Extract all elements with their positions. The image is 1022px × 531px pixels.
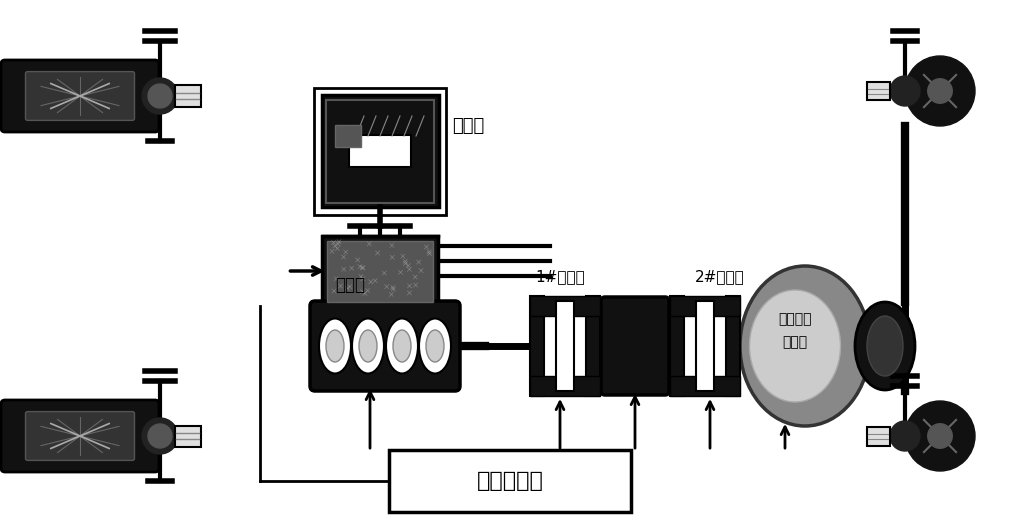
FancyBboxPatch shape [326, 99, 434, 202]
FancyBboxPatch shape [1, 400, 159, 472]
FancyBboxPatch shape [334, 125, 361, 147]
Ellipse shape [386, 319, 418, 373]
Ellipse shape [352, 319, 384, 373]
Ellipse shape [867, 316, 903, 376]
Ellipse shape [326, 330, 344, 362]
Circle shape [890, 421, 920, 451]
Text: 1#离合器: 1#离合器 [536, 269, 585, 284]
Ellipse shape [749, 290, 840, 402]
Circle shape [890, 76, 920, 106]
Circle shape [928, 424, 953, 448]
Text: 2#离合器: 2#离合器 [695, 269, 745, 284]
Circle shape [928, 79, 953, 103]
Text: 电池组: 电池组 [453, 117, 484, 135]
FancyBboxPatch shape [322, 95, 438, 207]
FancyBboxPatch shape [26, 72, 135, 121]
Bar [586, 296, 600, 396]
FancyBboxPatch shape [867, 81, 889, 100]
FancyBboxPatch shape [26, 412, 135, 460]
Bar [670, 296, 740, 316]
FancyBboxPatch shape [867, 426, 889, 446]
FancyBboxPatch shape [175, 85, 200, 107]
Circle shape [142, 78, 178, 114]
Ellipse shape [319, 319, 351, 373]
Ellipse shape [740, 266, 870, 426]
Bar [670, 296, 684, 396]
Bar [556, 301, 573, 391]
Ellipse shape [855, 302, 915, 390]
Bar [726, 296, 740, 396]
FancyBboxPatch shape [327, 241, 433, 302]
Bar [530, 296, 600, 316]
Bar [530, 296, 544, 396]
Ellipse shape [393, 330, 411, 362]
Bar [530, 376, 600, 396]
Circle shape [148, 84, 172, 108]
FancyBboxPatch shape [389, 450, 631, 512]
FancyBboxPatch shape [601, 297, 669, 395]
Bar [696, 301, 713, 391]
FancyBboxPatch shape [349, 135, 411, 167]
FancyBboxPatch shape [322, 236, 438, 306]
FancyBboxPatch shape [1, 60, 159, 132]
Ellipse shape [359, 330, 377, 362]
Text: 发动机: 发动机 [335, 276, 365, 294]
Bar [670, 376, 740, 396]
Circle shape [905, 56, 975, 126]
Text: 整车控制器: 整车控制器 [476, 471, 544, 491]
Circle shape [148, 424, 172, 448]
FancyBboxPatch shape [310, 301, 460, 391]
FancyBboxPatch shape [175, 425, 200, 447]
Ellipse shape [419, 319, 451, 373]
Ellipse shape [426, 330, 444, 362]
Circle shape [905, 401, 975, 471]
Circle shape [142, 418, 178, 454]
Text: 机械自动
变速器: 机械自动 变速器 [778, 313, 811, 349]
